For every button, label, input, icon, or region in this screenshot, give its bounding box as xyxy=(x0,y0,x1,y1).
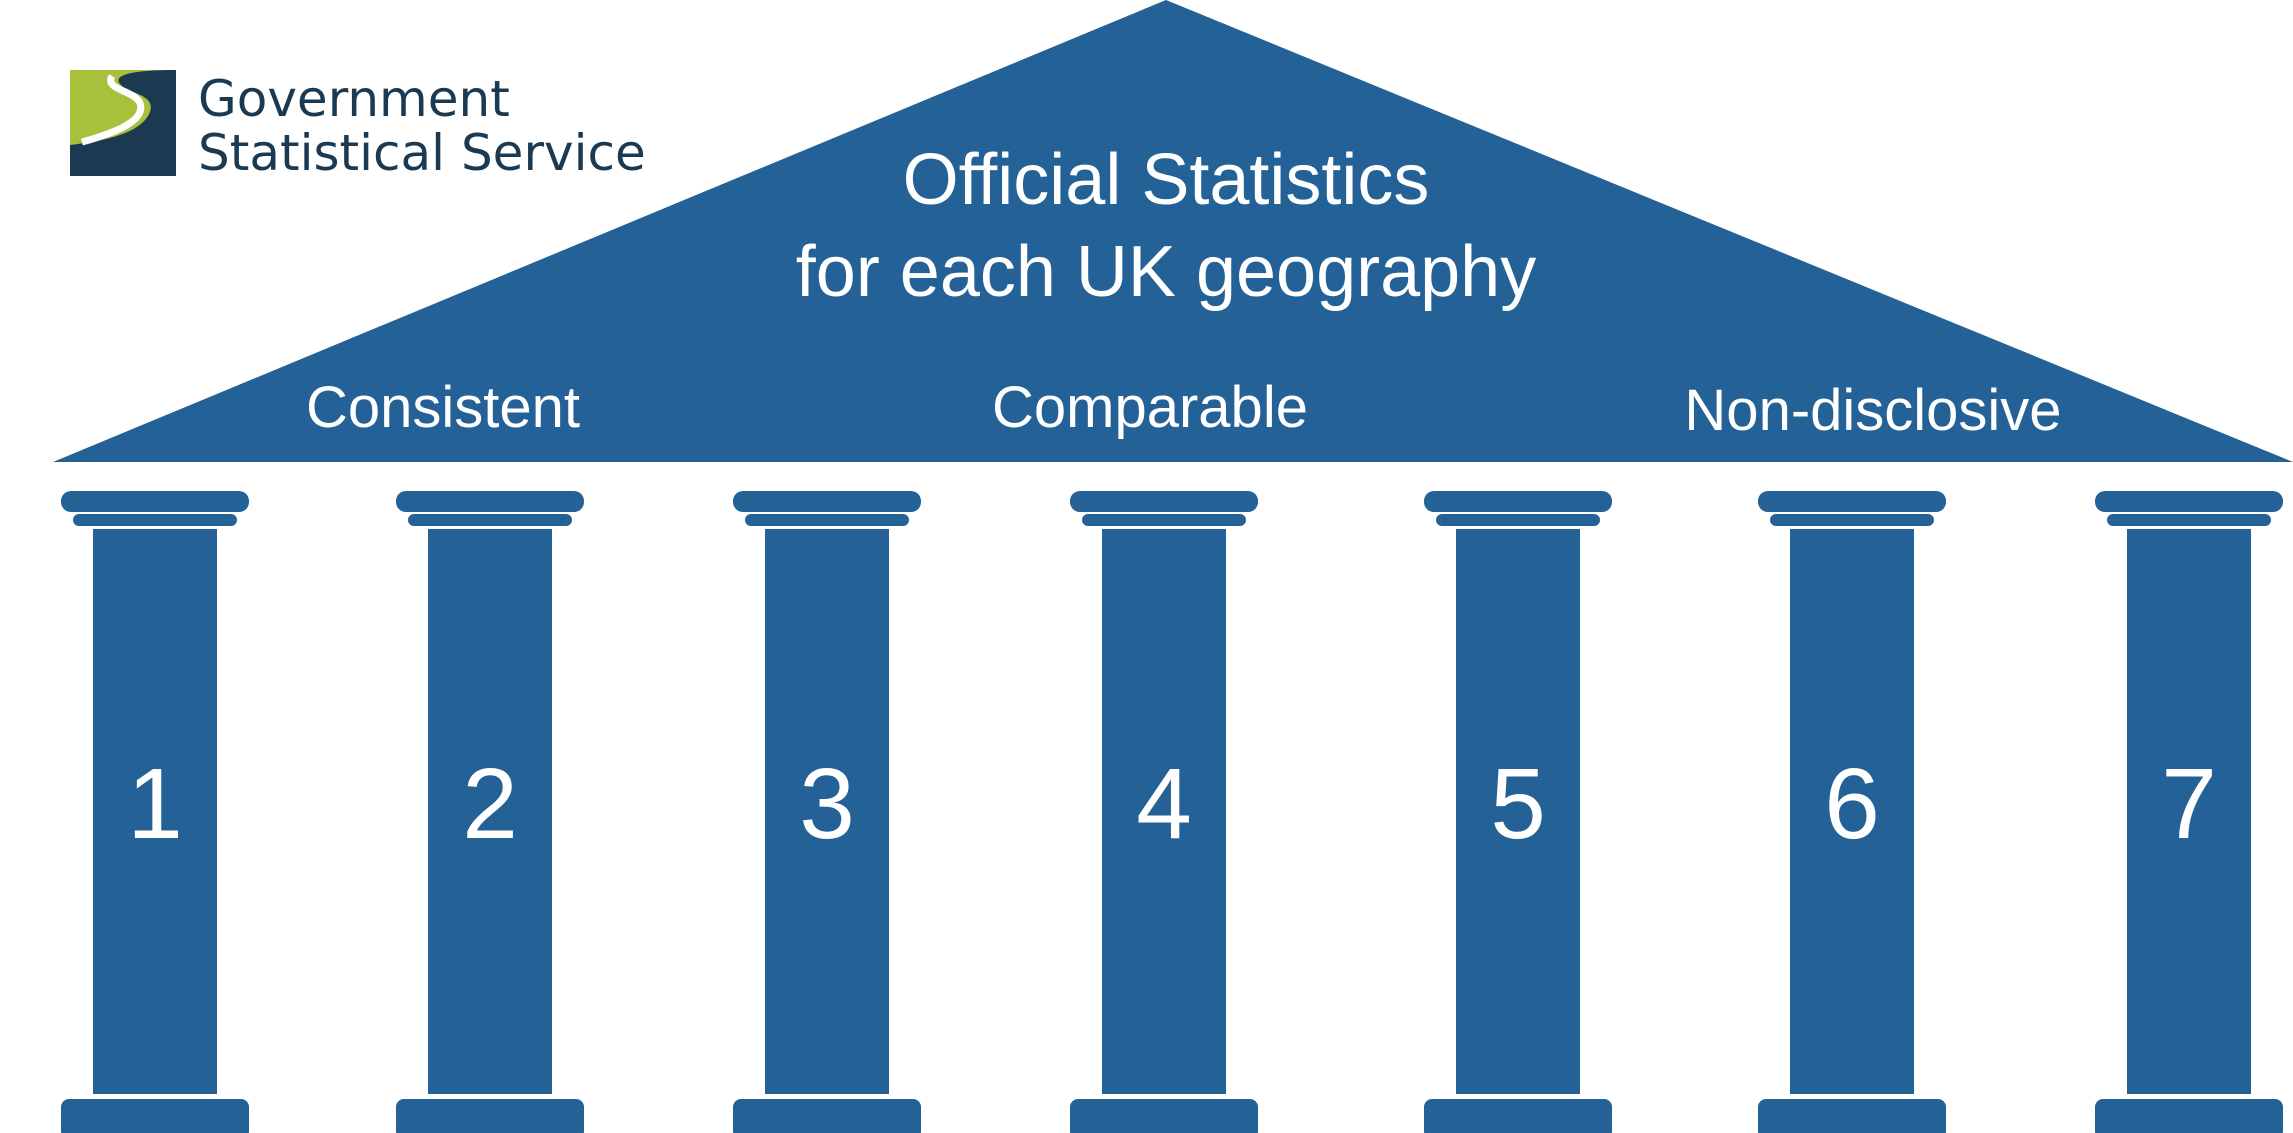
pillar-shaft xyxy=(2127,529,2251,1094)
pillar-capital-top xyxy=(1424,491,1612,512)
pillar-capital-lower xyxy=(1770,514,1934,526)
pillar-shaft xyxy=(1102,529,1226,1094)
pillar-capital-lower xyxy=(2107,514,2271,526)
pillar-number-3: 3 xyxy=(799,748,855,860)
pillar-number-2: 2 xyxy=(462,748,518,860)
roof-pediment xyxy=(53,0,2293,462)
roof-title-line1: Official Statistics xyxy=(902,140,1430,220)
pillar-capital-lower xyxy=(745,514,909,526)
pillar-base xyxy=(61,1099,249,1133)
pillar-base xyxy=(1758,1099,1946,1133)
pillar-capital-lower xyxy=(408,514,572,526)
pillar-base xyxy=(396,1099,584,1133)
principle-consistent: Consistent xyxy=(305,375,581,440)
pillar-capital-lower xyxy=(73,514,237,526)
pillar-base xyxy=(2095,1099,2283,1133)
principle-non-disclosive: Non-disclosive xyxy=(1684,378,2062,443)
pillar-capital-top xyxy=(61,491,249,512)
pillar-capital-top xyxy=(1070,491,1258,512)
principle-comparable: Comparable xyxy=(992,375,1308,440)
logo-text-line2: Statistical Service xyxy=(198,124,646,182)
pillar-shaft xyxy=(1790,529,1914,1094)
pillar-6 xyxy=(1758,491,1946,1133)
pillar-shaft xyxy=(765,529,889,1094)
pillar-5 xyxy=(1424,491,1612,1133)
pillar-7 xyxy=(2095,491,2283,1133)
pillar-base xyxy=(733,1099,921,1133)
roof-title-line2: for each UK geography xyxy=(795,232,1537,312)
pillar-3 xyxy=(733,491,921,1133)
pillar-shaft xyxy=(1456,529,1580,1094)
pillar-capital-top xyxy=(733,491,921,512)
pillar-2 xyxy=(396,491,584,1133)
pillar-base xyxy=(1070,1099,1258,1133)
pillar-4 xyxy=(1070,491,1258,1133)
pillar-number-6: 6 xyxy=(1824,748,1880,860)
pillar-shaft xyxy=(428,529,552,1094)
pillar-capital-lower xyxy=(1082,514,1246,526)
pillar-group xyxy=(61,491,2283,1133)
pillar-capital-top xyxy=(396,491,584,512)
pillar-shaft xyxy=(93,529,217,1094)
pillar-number-7: 7 xyxy=(2161,748,2217,860)
logo-text-line1: Government xyxy=(198,70,510,128)
pillar-number-4: 4 xyxy=(1136,748,1192,860)
pillar-capital-lower xyxy=(1436,514,1600,526)
pillar-1 xyxy=(61,491,249,1133)
pillar-number-1: 1 xyxy=(127,748,183,860)
pillar-number-5: 5 xyxy=(1490,748,1546,860)
pillar-capital-top xyxy=(1758,491,1946,512)
pillar-base xyxy=(1424,1099,1612,1133)
gss-logo-icon xyxy=(70,70,176,176)
pillar-capital-top xyxy=(2095,491,2283,512)
